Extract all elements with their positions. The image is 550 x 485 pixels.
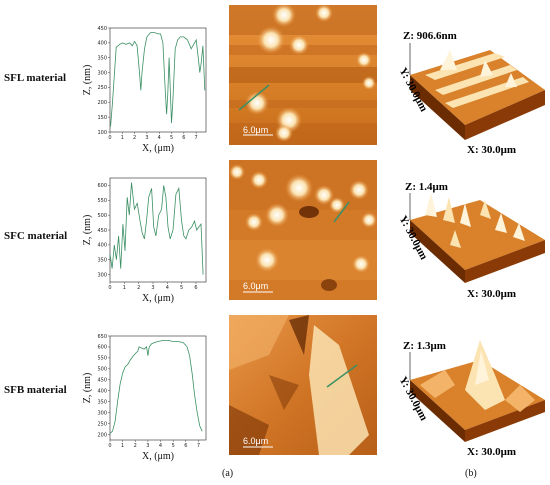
row-label-sfl: SFL material: [4, 72, 67, 84]
y-tick-label: 400: [97, 41, 107, 47]
x-tick-label: 6: [194, 285, 197, 291]
z-range-label: Z: 1.3μm: [403, 340, 446, 352]
x-tick-label: 7: [197, 443, 200, 449]
panel-label-b: (b): [465, 468, 477, 479]
y-tick-label: 250: [97, 421, 107, 427]
x-tick-label: 3: [146, 443, 149, 449]
y-tick-label: 350: [97, 258, 107, 264]
y-tick-label: 150: [97, 115, 107, 121]
x-axis-title: X, (μm): [142, 451, 174, 462]
afm-3d-view-sfb: Z: 1.3μm Y: 30.0μm X: 30.0μm: [395, 330, 545, 480]
y-axis-title: Z, (nm): [82, 65, 93, 96]
x-range-label: X: 30.0μm: [467, 144, 516, 156]
row-label-sfb: SFB material: [4, 384, 67, 396]
y-tick-label: 350: [97, 399, 107, 405]
x-tick-label: 1: [121, 443, 124, 449]
x-tick-label: 4: [159, 443, 162, 449]
x-range-label: X: 30.0μm: [467, 288, 516, 300]
y-tick-label: 600: [97, 183, 107, 189]
y-tick-label: 100: [97, 130, 107, 136]
x-tick-label: 4: [166, 285, 169, 291]
x-axis-title: X, (μm): [142, 143, 174, 154]
y-tick-label: 300: [97, 70, 107, 76]
afm-3d-view-sfl: Z: 906.6nm Y: 30.0μm X: 30.0μm: [395, 15, 545, 165]
y-tick-label: 400: [97, 243, 107, 249]
y-tick-label: 450: [97, 26, 107, 32]
panel-label-a: (a): [222, 468, 234, 479]
afm-3d-view-sfc: Z: 1.4μm Y: 30.0μm X: 30.0μm: [395, 175, 545, 325]
scalebar-label: 6.0μm: [243, 125, 268, 135]
y-tick-label: 200: [97, 100, 107, 106]
y-tick-label: 450: [97, 378, 107, 384]
y-tick-label: 350: [97, 56, 107, 62]
profile-line: [109, 182, 204, 275]
y-tick-label: 650: [97, 334, 107, 340]
y-tick-label: 600: [97, 345, 107, 351]
x-tick-label: 7: [195, 135, 198, 141]
profile-plot-sfl: 100 150 200 250 300 350 400 450 0 1 2 3 4 5 6 7 Z, (nm) X…: [78, 22, 218, 167]
x-tick-label: 1: [123, 285, 126, 291]
x-tick-label: 0: [108, 443, 111, 449]
y-tick-label: 250: [97, 85, 107, 91]
x-tick-label: 0: [108, 285, 111, 291]
profile-line: [109, 340, 203, 434]
x-tick-label: 2: [134, 443, 137, 449]
z-range-label: Z: 906.6nm: [403, 30, 457, 42]
y-tick-label: 550: [97, 356, 107, 362]
y-axis-title: Z, (nm): [82, 215, 93, 246]
y-tick-label: 450: [97, 228, 107, 234]
afm-image-sfl: 6.0μm: [229, 5, 377, 145]
x-tick-label: 6: [182, 135, 185, 141]
y-tick-label: 300: [97, 410, 107, 416]
z-range-label: Z: 1.4μm: [405, 181, 448, 193]
x-tick-label: 0: [108, 135, 111, 141]
x-tick-label: 4: [158, 135, 161, 141]
scalebar-label: 6.0μm: [243, 436, 268, 446]
plot-frame: [109, 335, 207, 441]
afm-image-sfb: 6.0μm: [229, 315, 377, 455]
afm-image-sfc: 6.0μm: [229, 160, 377, 300]
y-tick-label: 200: [97, 432, 107, 438]
plot-frame: [109, 27, 207, 133]
scalebar-label: 6.0μm: [243, 281, 268, 291]
row-label-sfc: SFC material: [4, 230, 68, 242]
x-tick-label: 3: [151, 285, 154, 291]
x-tick-label: 1: [121, 135, 124, 141]
y-tick-label: 500: [97, 367, 107, 373]
y-tick-label: 400: [97, 389, 107, 395]
profile-line: [110, 32, 206, 127]
x-tick-label: 5: [180, 285, 183, 291]
x-tick-label: 5: [170, 135, 173, 141]
x-tick-label: 2: [137, 285, 140, 291]
plot-frame: [109, 177, 207, 283]
x-tick-label: 6: [184, 443, 187, 449]
x-tick-label: 3: [145, 135, 148, 141]
x-tick-label: 5: [172, 443, 175, 449]
profile-plot-sfc: 300 350 400 450 500 550 600 0 1 2 3 4 5 6 Z, (nm) X, (μ…: [78, 172, 218, 317]
y-tick-label: 500: [97, 213, 107, 219]
y-axis-title: Z, (nm): [82, 373, 93, 404]
x-tick-label: 2: [133, 135, 136, 141]
y-tick-label: 550: [97, 198, 107, 204]
profile-plot-sfb: 200 250 300 350 400 450 500 550 600 650 0 1 2 3 4 5 6 7 Z,…: [78, 330, 218, 475]
x-range-label: X: 30.0μm: [467, 446, 516, 458]
x-axis-title: X, (μm): [142, 293, 174, 304]
y-tick-label: 300: [97, 272, 107, 278]
